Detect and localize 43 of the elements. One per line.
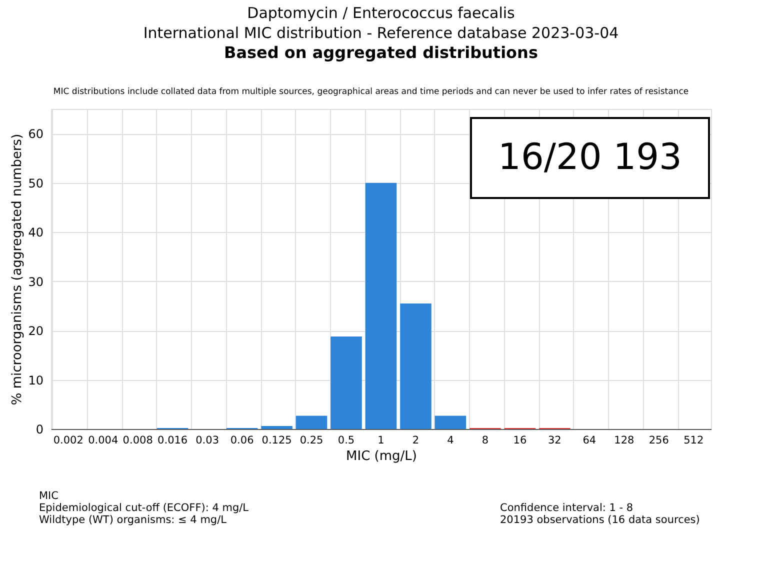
y-tick-label: 10 [28, 373, 44, 388]
y-tick-label: 20 [28, 324, 44, 338]
x-tick-label: 0.125 [262, 434, 292, 446]
x-tick-label: 16 [513, 434, 527, 446]
chart-subtitle: Based on aggregated distributions [224, 43, 538, 62]
x-tick-label: 128 [614, 434, 634, 446]
chart-title: Daptomycin / Enterococcus faecalis International MIC distribution - Reference database 2023-03-04 [143, 4, 619, 42]
bar [400, 303, 432, 429]
text: Wildtype (WT) organisms: ≤ 4 mg/L [39, 514, 227, 526]
x-tick-label: 256 [648, 434, 670, 446]
bar [434, 416, 466, 429]
text: Confidence interval: 1 - 8 [500, 502, 634, 514]
x-tick-label: 1 [378, 434, 384, 446]
y-tick-label: 30 [28, 274, 44, 289]
x-tick-label: 0.03 [196, 434, 220, 446]
bar [365, 182, 397, 429]
x-axis-title: MIC (mg/L) [346, 449, 417, 464]
bar [261, 426, 292, 429]
x-tick-label: 512 [684, 434, 704, 446]
text: MIC distributions include collated data from multiple sources, geographical areas and time periods and can never be used to infer rates of resistance [53, 87, 689, 97]
x-tick-label: 8 [482, 434, 489, 446]
y-tick-label: 0 [36, 422, 44, 436]
text: MIC [39, 490, 58, 502]
y-axis-title: % microorganisms (aggregated numbers) [10, 134, 26, 406]
annotation: 16/20 193 [498, 137, 682, 178]
y-tick-label: 60 [28, 127, 44, 142]
bar [296, 416, 328, 429]
x-tick-label: 2 [412, 434, 420, 446]
x-tick-label: 32 [548, 434, 562, 446]
x-tick-label: 0.06 [230, 434, 254, 446]
x-tick-label: 64 [582, 434, 596, 446]
x-tick-label: 0.5 [338, 434, 355, 446]
x-tick-label: 0.008 [122, 434, 153, 446]
x-tick-label: 0.004 [88, 434, 118, 446]
x-tick-label: 0.25 [300, 434, 324, 446]
y-tick-label: 40 [28, 226, 44, 240]
text: 20193 observations (16 data sources) [500, 514, 700, 526]
bar [330, 336, 362, 429]
x-tick-label: 0.002 [53, 434, 84, 446]
x-tick-label: 4 [447, 434, 454, 446]
y-tick-label: 50 [28, 176, 44, 190]
x-tick-label: 0.016 [158, 434, 188, 446]
text: Epidemiological cut-off (ECOFF): 4 mg/L [39, 502, 249, 514]
